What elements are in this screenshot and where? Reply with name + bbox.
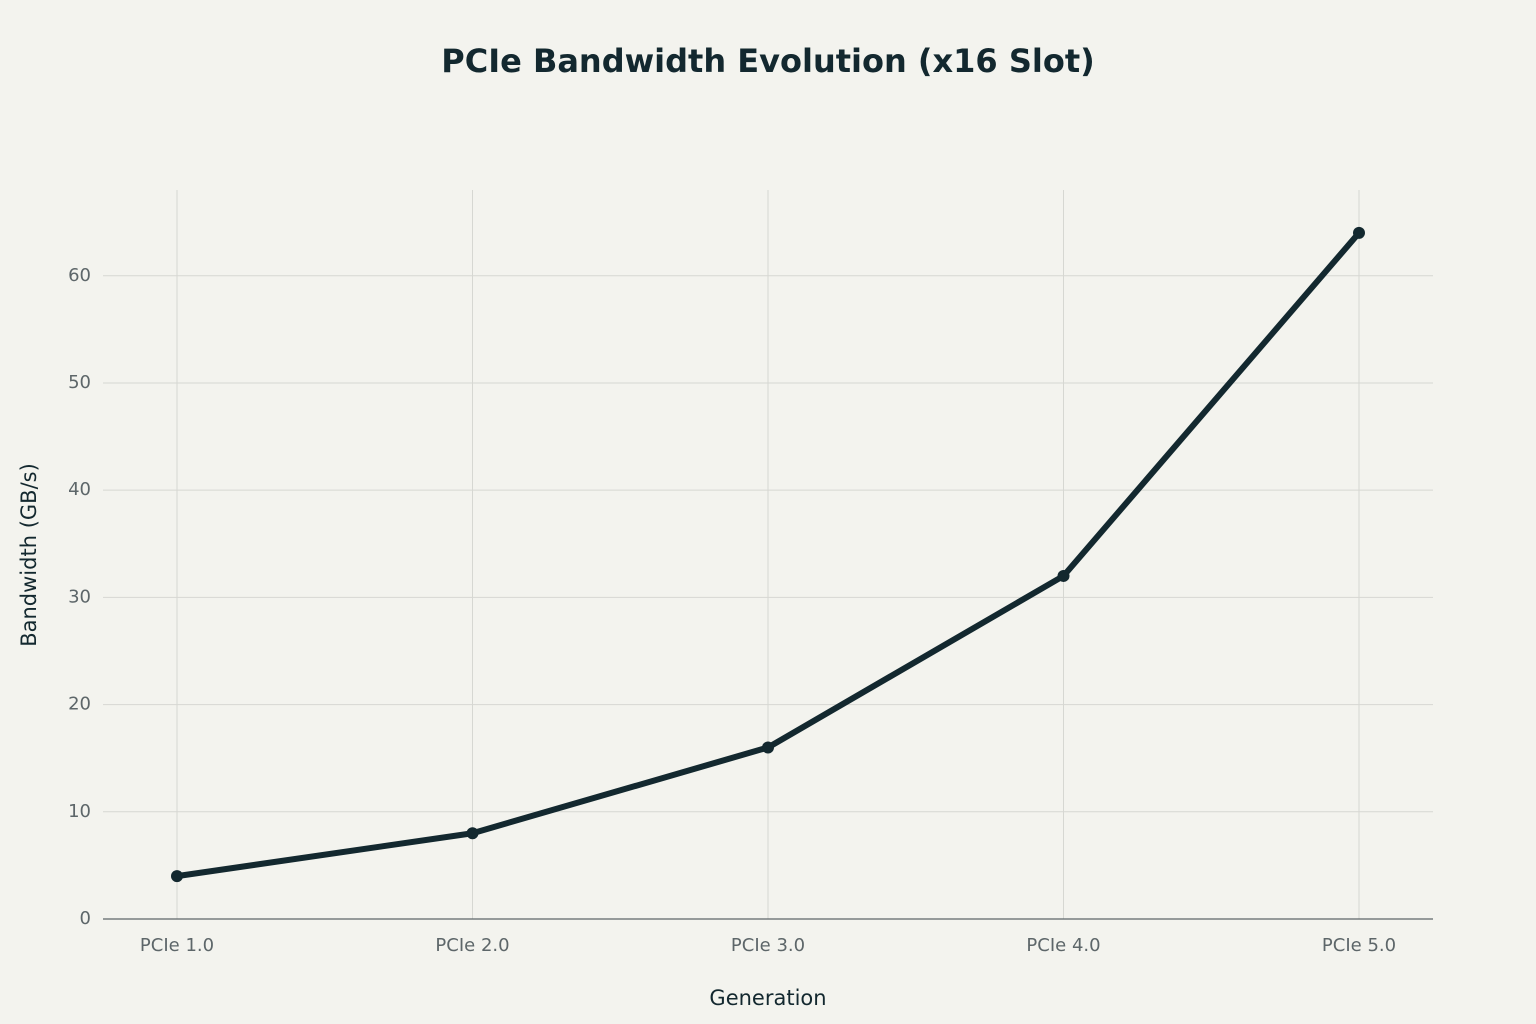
- y-tick-label: 30: [68, 586, 91, 607]
- chart-title: PCIe Bandwidth Evolution (x16 Slot): [441, 42, 1095, 80]
- data-point: [1353, 226, 1365, 239]
- x-tick-label: PCIe 5.0: [1322, 935, 1396, 956]
- y-tick-label: 40: [68, 479, 91, 500]
- x-axis-label: Generation: [709, 986, 826, 1010]
- data-point: [171, 870, 183, 883]
- x-tick-label: PCIe 4.0: [1026, 935, 1100, 956]
- x-tick-label: PCIe 3.0: [731, 935, 805, 956]
- y-axis-label: Bandwidth (GB/s): [17, 463, 41, 647]
- data-point: [1057, 569, 1070, 582]
- data-point: [762, 741, 774, 754]
- y-tick-label: 60: [68, 265, 91, 286]
- data-point: [466, 827, 479, 840]
- x-tick-label: PCIe 1.0: [140, 935, 214, 956]
- y-tick-label: 20: [68, 694, 91, 715]
- x-tick-label: PCIe 2.0: [435, 935, 509, 956]
- y-tick-label: 10: [68, 801, 91, 822]
- y-tick-label: 0: [80, 908, 91, 929]
- y-tick-label: 50: [68, 372, 91, 393]
